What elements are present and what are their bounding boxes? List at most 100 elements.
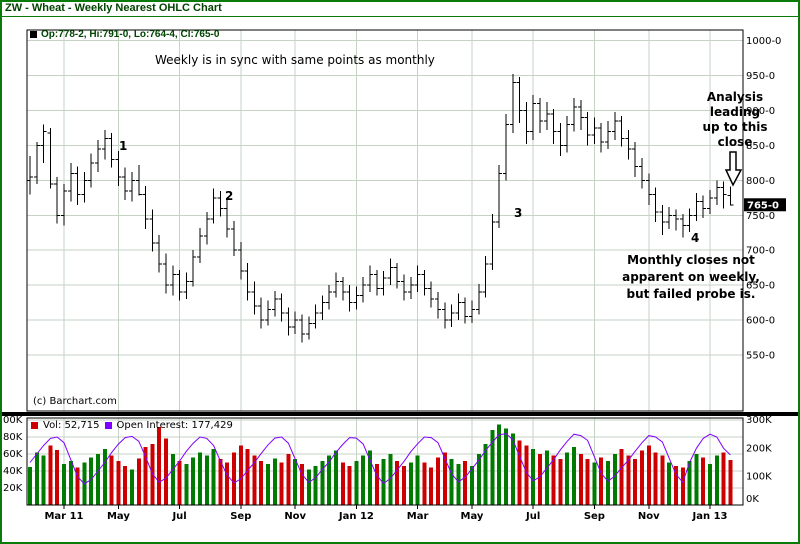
volume-axis-label: 20K [3,483,23,494]
volume-bar [694,454,699,505]
volume-bar [374,464,379,505]
volume-bar [551,455,556,505]
volume-bar [41,455,46,505]
price-axis-label: 550-0 [746,351,775,362]
annotation-point-3: 3 [514,206,523,220]
volume-bar [259,460,264,505]
quote-legend-text: Op:778-2, Hi:791-0, Lo:764-4, Cl:765-0 [41,29,220,40]
volume-bar [313,465,318,505]
volume-bar [538,454,542,505]
volume-bar [483,443,488,505]
volume-bar [653,452,658,505]
x-axis-label: Sep [584,511,605,522]
volume-bar [429,467,434,505]
volume-bar [68,460,73,505]
volume-bar [143,447,148,505]
volume-legend: Vol: 52,715 Open Interest: 177,429 [31,420,233,431]
volume-bar [592,462,597,505]
x-axis-label: Nov [638,511,660,522]
volume-bar [442,452,447,505]
volume-bar [177,460,182,505]
open-interest-line [29,433,731,485]
volume-bar [674,465,678,505]
open-interest-axis-label: 300K [746,415,772,426]
volume-bar [640,450,644,505]
volume-bar [306,469,311,505]
volume-bar [89,457,94,505]
volume-plot-border [26,417,744,506]
open-interest-axis-label: 0K [746,494,759,505]
volume-bar [109,455,114,505]
volume-bar [164,438,168,505]
volume-bar [606,460,610,505]
volume-bar [476,454,481,505]
volume-bar [721,452,726,505]
volume-axis-label: 00K [3,415,23,426]
volume-bar [585,459,590,505]
volume-bar [232,452,236,505]
price-axis-label: 850-0 [746,141,775,152]
volume-bar [436,457,440,505]
volume-bar [544,450,549,505]
volume-bar [619,448,624,505]
volume-bar [272,458,277,505]
annotation-point-2: 2 [225,189,234,203]
volume-bar [266,464,270,505]
volume-bar [130,469,134,505]
volume-bar [102,448,107,505]
volume-bar [497,424,502,505]
volume-bar [456,464,461,505]
volume-bar [123,465,128,505]
volume-bar [449,459,454,505]
quote-legend: Op:778-2, Hi:791-0, Lo:764-4, Cl:765-0 [30,29,219,40]
volume-bar [626,455,631,505]
volume-bar [680,467,685,505]
price-axis-label: 1000-0 [746,36,781,47]
volume-bar [96,454,100,505]
volume-bar [708,464,712,505]
volume-bar [572,447,576,505]
volume-bar [191,457,196,505]
volume-bar [565,452,570,505]
volume-bar [388,454,393,505]
volume-bar [510,433,515,505]
volume-bar [55,449,60,505]
volume-bar [340,462,345,505]
annotation-analysis-note: Analysis leading up to this close [702,90,768,149]
price-axis-label: 700-0 [746,246,775,257]
volume-bar [558,459,563,505]
last-price-marker [744,198,786,212]
volume-bar [286,454,291,505]
x-axis-label: Jan 12 [338,511,374,522]
open-interest-axis-label: 100K [746,472,772,483]
volume-bar [204,455,209,505]
volume-bar [422,462,427,505]
volume-bar [463,460,468,505]
volume-bar [599,457,604,505]
title-bar: ZW - Wheat - Weekly Nearest OHLC Chart [2,2,798,17]
volume-bar [28,466,32,505]
x-axis-label: Jul [171,511,186,522]
volume-bar [184,464,189,505]
panel-separator [2,412,798,416]
volume-axis-label: 60K [3,449,23,460]
volume-bar [245,448,250,505]
volume-bar [701,457,706,505]
volume-bar [170,454,175,505]
x-axis-label: Mar 11 [44,511,83,522]
volume-bar [334,450,338,505]
down-arrow-icon [724,151,743,187]
quote-marker-icon [30,31,37,38]
volume-bar [612,454,617,505]
price-axis-label: 800-0 [746,176,775,187]
volume-bar [470,465,474,505]
volume-legend-text: Vol: 52,715 [43,420,100,431]
annotation-point-4: 4 [691,231,700,245]
volume-bar [646,445,651,505]
last-price-label: 765-0 [747,200,779,211]
volume-bar [395,460,400,505]
volume-swatch-icon [31,422,38,429]
x-axis-label: Nov [284,511,306,522]
